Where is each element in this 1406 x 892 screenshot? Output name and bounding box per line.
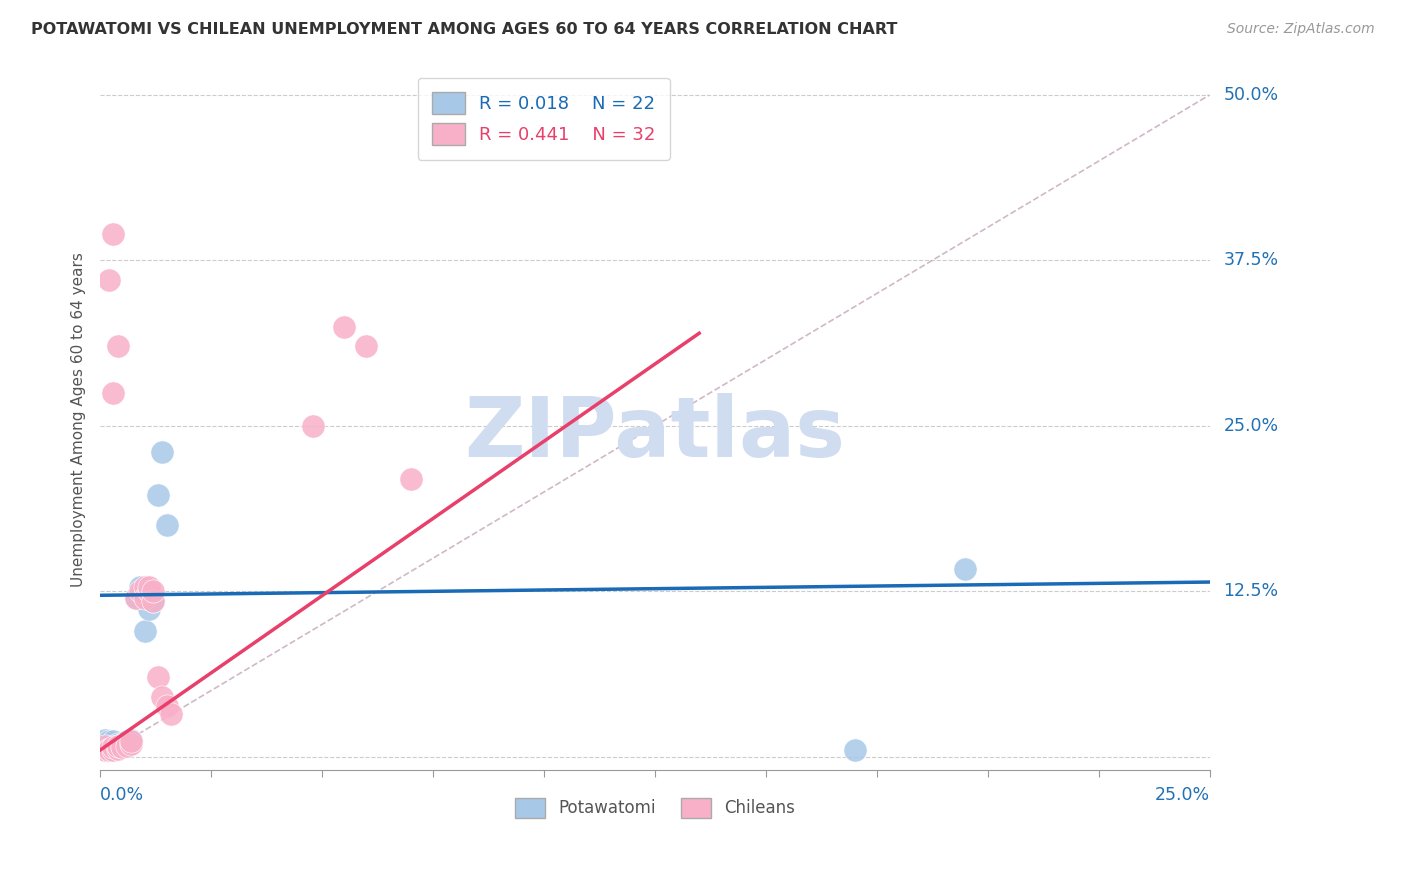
Point [138, 580, 160, 594]
Point [399, 472, 422, 486]
Point [111, 737, 134, 751]
Point [333, 319, 356, 334]
Text: 12.5%: 12.5% [1223, 582, 1278, 600]
Text: 25.0%: 25.0% [1223, 417, 1278, 435]
Point [142, 593, 165, 607]
Text: ZIPatlas: ZIPatlas [464, 392, 845, 474]
Text: 50.0%: 50.0% [1223, 86, 1278, 104]
Point [156, 699, 179, 714]
Text: 25.0%: 25.0% [1154, 786, 1209, 804]
Point [134, 624, 156, 638]
Point [146, 488, 169, 502]
Point [98, 741, 121, 756]
Point [146, 670, 169, 684]
Point [115, 739, 138, 754]
Point [844, 743, 866, 757]
Point [150, 445, 173, 459]
Point [107, 339, 129, 353]
Point [107, 741, 129, 756]
Point [120, 734, 142, 748]
Point [356, 339, 378, 353]
Point [107, 739, 129, 754]
Point [138, 584, 160, 599]
Point [120, 732, 142, 747]
Point [93, 732, 115, 747]
Point [93, 743, 115, 757]
Point [150, 690, 173, 705]
Text: 37.5%: 37.5% [1223, 252, 1278, 269]
Point [98, 734, 121, 748]
Point [124, 591, 146, 605]
Point [98, 273, 121, 287]
Point [120, 737, 142, 751]
Point [134, 591, 156, 605]
Point [103, 740, 125, 755]
Point [160, 707, 183, 722]
Text: 0.0%: 0.0% [100, 786, 145, 804]
Point [103, 227, 125, 241]
Y-axis label: Unemployment Among Ages 60 to 64 years: Unemployment Among Ages 60 to 64 years [72, 252, 86, 587]
Point [115, 734, 138, 748]
Point [103, 743, 125, 757]
Point [142, 593, 165, 607]
Point [955, 562, 977, 576]
Point [129, 584, 152, 599]
Legend: Potawatomi, Chileans: Potawatomi, Chileans [508, 791, 801, 825]
Point [93, 737, 115, 751]
Point [142, 584, 165, 599]
Point [134, 580, 156, 594]
Point [93, 739, 115, 754]
Point [98, 743, 121, 757]
Point [103, 734, 125, 748]
Text: POTAWATOMI VS CHILEAN UNEMPLOYMENT AMONG AGES 60 TO 64 YEARS CORRELATION CHART: POTAWATOMI VS CHILEAN UNEMPLOYMENT AMONG… [31, 22, 897, 37]
Point [103, 385, 125, 400]
Point [107, 737, 129, 751]
Point [107, 739, 129, 754]
Point [129, 580, 152, 594]
Text: Source: ZipAtlas.com: Source: ZipAtlas.com [1227, 22, 1375, 37]
Point [98, 739, 121, 754]
Point [111, 738, 134, 752]
Point [124, 591, 146, 605]
Point [111, 740, 134, 755]
Point [138, 601, 160, 615]
Point [103, 739, 125, 754]
Point [156, 518, 179, 533]
Point [302, 418, 325, 433]
